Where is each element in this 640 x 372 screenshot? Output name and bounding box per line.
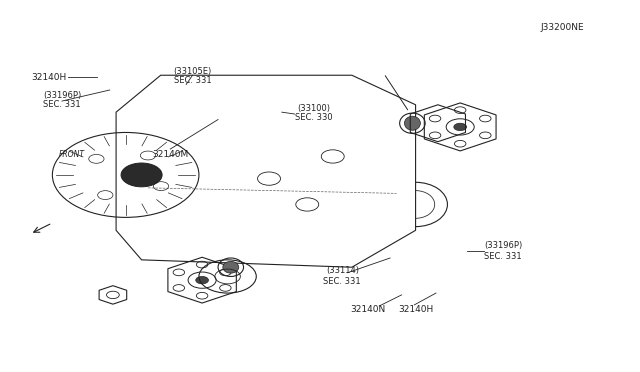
Text: SEC. 331: SEC. 331 xyxy=(43,100,81,109)
Text: FRONT: FRONT xyxy=(59,150,84,159)
Text: SEC. 330: SEC. 330 xyxy=(295,113,332,122)
Circle shape xyxy=(454,123,467,131)
Ellipse shape xyxy=(223,261,239,273)
Text: (33196P): (33196P) xyxy=(484,241,523,250)
Circle shape xyxy=(121,163,162,187)
Text: 32140H: 32140H xyxy=(31,73,67,81)
Text: SEC. 331: SEC. 331 xyxy=(173,76,211,85)
Text: (33114): (33114) xyxy=(326,266,359,275)
Circle shape xyxy=(196,276,209,284)
Text: (33105E): (33105E) xyxy=(173,67,212,76)
Text: (33196P): (33196P) xyxy=(43,91,81,100)
Ellipse shape xyxy=(404,116,420,130)
Text: J33200NE: J33200NE xyxy=(540,23,584,32)
Text: 32140H: 32140H xyxy=(398,305,433,314)
Text: (33100): (33100) xyxy=(297,104,330,113)
Text: 32140N: 32140N xyxy=(350,305,385,314)
Text: SEC. 331: SEC. 331 xyxy=(323,278,361,286)
Text: SEC. 331: SEC. 331 xyxy=(484,251,522,261)
Text: 32140M: 32140M xyxy=(152,150,188,159)
